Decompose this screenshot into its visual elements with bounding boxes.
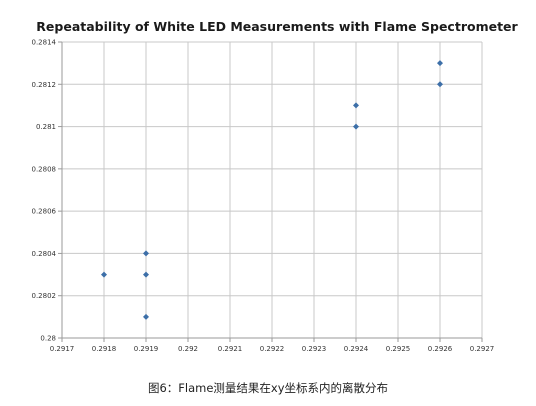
y-axis-tick-labels: 0.28 0.2802 0.2804 0.2806 0.2808 0.281 0.2812 0…: [32, 39, 57, 343]
y-tick-label: 0.2806: [32, 208, 57, 216]
axes: [58, 41, 483, 342]
x-tick-label: 0.2918: [92, 345, 117, 353]
x-tick-label: 0.2926: [428, 345, 453, 353]
x-tick-label: 0.2917: [50, 345, 75, 353]
x-tick-label: 0.292: [178, 345, 198, 353]
data-point: [353, 123, 359, 130]
x-axis-tick-labels: 0.2917 0.2918 0.2919 0.292 0.2921 0.2922 0.292…: [50, 345, 495, 353]
x-tick-label: 0.2927: [470, 345, 495, 353]
data-point: [353, 102, 359, 109]
figure-caption: 图6：Flame测量结果在xy坐标系内的离散分布: [147, 381, 389, 395]
data-point: [143, 271, 149, 278]
x-tick-label: 0.2923: [302, 345, 327, 353]
x-tick-label: 0.2922: [260, 345, 285, 353]
x-tick-label: 0.2921: [218, 345, 243, 353]
scatter-chart: Repeatability of White LED Measurements …: [32, 19, 519, 353]
y-tick-label: 0.2804: [32, 250, 57, 258]
y-tick-label: 0.2802: [32, 292, 57, 300]
data-point: [143, 313, 149, 320]
data-point: [437, 81, 443, 88]
data-point: [101, 271, 107, 278]
x-tick-label: 0.2925: [386, 345, 411, 353]
data-point: [437, 60, 443, 67]
x-tick-label: 0.2924: [344, 345, 369, 353]
y-tick-label: 0.2812: [32, 81, 57, 89]
y-tick-label: 0.2808: [32, 165, 57, 173]
data-point: [143, 250, 149, 257]
y-tick-label: 0.2814: [32, 39, 57, 47]
y-tick-label: 0.28: [40, 335, 56, 343]
y-tick-label: 0.281: [36, 123, 56, 131]
x-tick-label: 0.2919: [134, 345, 159, 353]
chart-title: Repeatability of White LED Measurements …: [36, 19, 518, 34]
grid: [61, 41, 483, 339]
data-points: [101, 60, 443, 320]
